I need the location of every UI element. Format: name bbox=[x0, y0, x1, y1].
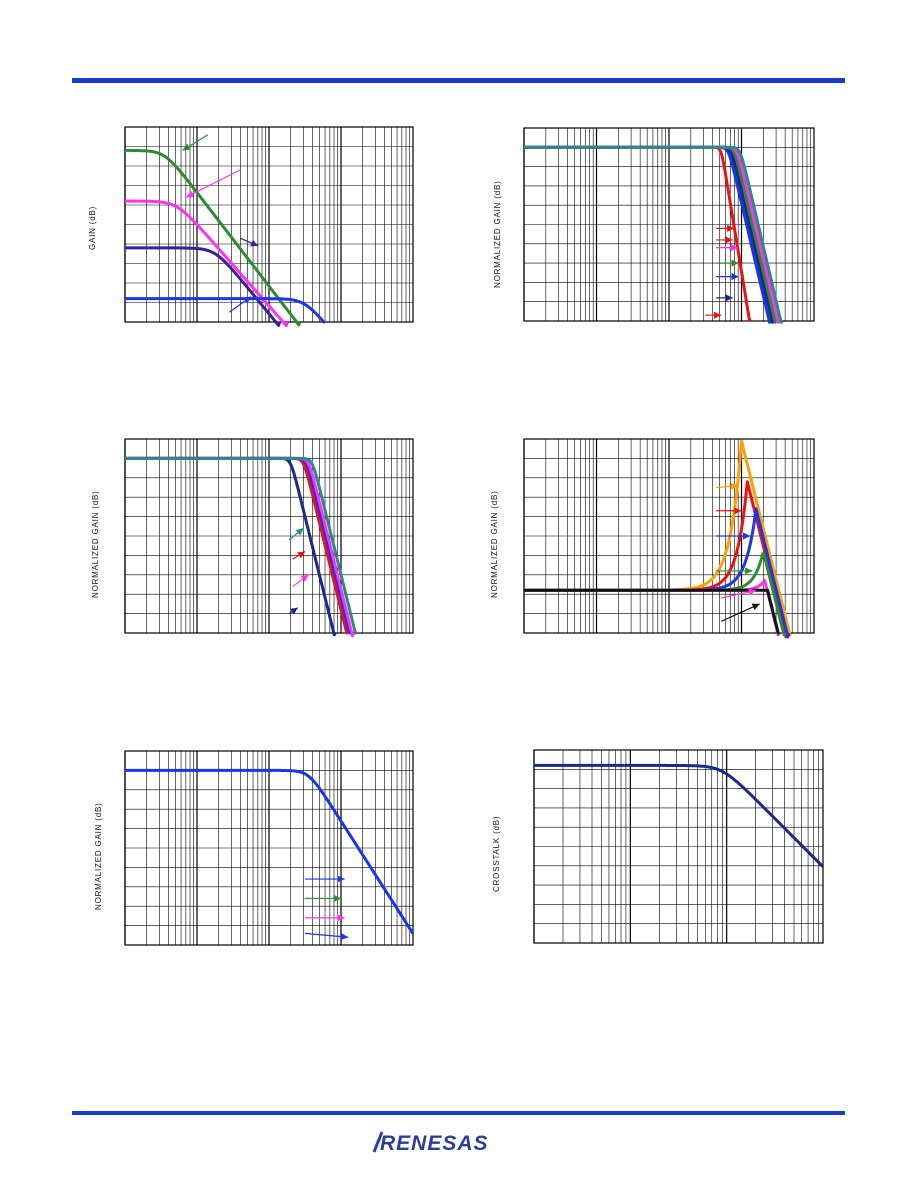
annotation-arrow bbox=[720, 603, 760, 622]
chart-5-svg bbox=[124, 750, 415, 946]
gain-vs-frequency-chart bbox=[124, 126, 414, 328]
top-rule bbox=[72, 78, 845, 83]
plot-frame bbox=[124, 438, 414, 634]
series-line-crosstalk bbox=[533, 763, 825, 868]
svg-text:RENESAS: RENESAS bbox=[380, 1132, 489, 1155]
plot-frame bbox=[523, 127, 815, 322]
chart-2-svg bbox=[523, 127, 815, 324]
series-line-teal bbox=[523, 145, 784, 324]
annotation-arrow bbox=[721, 588, 757, 599]
plot-frame bbox=[523, 438, 815, 634]
series-line-red bbox=[523, 145, 752, 322]
annotation-arrow bbox=[288, 607, 299, 615]
annotation-arrow bbox=[716, 482, 738, 490]
renesas-logo: RENESAS bbox=[372, 1128, 524, 1161]
series-line-black bbox=[523, 588, 780, 635]
annotation-arrow bbox=[288, 527, 304, 541]
chart-3-y-axis-label: NORMALIZED GAIN (dB) bbox=[91, 490, 100, 598]
normalized-gain-chart-3 bbox=[124, 438, 414, 638]
normalized-gain-chart-2 bbox=[523, 127, 815, 324]
series-line-navy bbox=[124, 456, 337, 637]
annotation-arrow bbox=[185, 169, 241, 198]
chart-1-svg bbox=[124, 126, 414, 328]
annotation-arrow bbox=[182, 134, 209, 151]
series-line-blue bbox=[124, 456, 352, 635]
bottom-rule bbox=[72, 1111, 845, 1115]
series-line-magenta bbox=[124, 199, 289, 328]
annotation-arrow bbox=[292, 551, 306, 560]
series-line-purple bbox=[124, 246, 282, 327]
annotation-arrow bbox=[239, 237, 259, 247]
series-line-blue bbox=[124, 768, 415, 935]
chart-5-y-axis-label: NORMALIZED GAIN (dB) bbox=[94, 802, 103, 910]
annotation-arrow bbox=[304, 932, 349, 941]
plot-frame bbox=[124, 126, 414, 323]
annotation-arrow bbox=[229, 296, 252, 313]
crosstalk-chart bbox=[533, 749, 825, 944]
chart-6-svg bbox=[533, 749, 825, 944]
series-line-green bbox=[124, 148, 302, 327]
chart-1-y-axis-label: GAIN (dB) bbox=[88, 205, 97, 250]
series-line-blue bbox=[124, 297, 326, 324]
normalized-gain-chart-5 bbox=[124, 750, 415, 946]
chart-4-y-axis-label: NORMALIZED GAIN (dB) bbox=[490, 490, 499, 598]
series-line-teal bbox=[124, 456, 357, 635]
plot-frame bbox=[124, 750, 414, 946]
chart-6-y-axis-label: CROSSTALK (dB) bbox=[492, 815, 501, 892]
annotation-arrow bbox=[292, 574, 309, 587]
chart-2-y-axis-label: NORMALIZED GAIN (dB) bbox=[493, 180, 502, 288]
series-line-blue bbox=[523, 507, 791, 639]
chart-4-svg bbox=[523, 438, 815, 639]
chart-3-svg bbox=[124, 438, 414, 638]
normalized-gain-chart-4 bbox=[523, 438, 815, 639]
plot-frame bbox=[533, 749, 824, 944]
